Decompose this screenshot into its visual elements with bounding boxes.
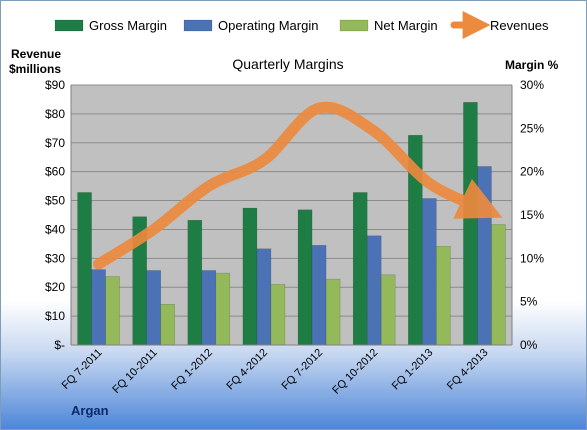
company-label: Argan — [71, 403, 109, 418]
x-tick-label: FQ 7-2012 — [280, 347, 326, 393]
bar-gross-margin — [242, 207, 258, 346]
bar-gross-margin — [463, 102, 478, 346]
left-tick-label: $20 — [45, 280, 65, 294]
x-tick-label: FQ 1-2012 — [169, 347, 215, 393]
x-tick-label: FQ 4-2013 — [445, 347, 491, 393]
chart-title: Quarterly Margins — [232, 56, 343, 72]
bar-net-margin — [380, 274, 396, 346]
x-tick-label: FQ 10-2011 — [110, 347, 159, 396]
x-tick-label: FQ 7-2011 — [60, 347, 105, 392]
right-tick-label: 5% — [520, 295, 538, 309]
legend-label-revenues: Revenues — [490, 18, 549, 33]
left-tick-label: $30 — [45, 251, 65, 265]
legend-swatch-operating-margin — [183, 19, 213, 32]
bar-net-margin — [270, 284, 286, 346]
legend: Gross Margin Operating Margin Net Margin Re… — [54, 11, 549, 39]
bar-net-margin — [215, 272, 231, 346]
bar-operating-margin — [311, 245, 327, 346]
revenue-line-series — [93, 101, 503, 270]
bar-operating-margin — [422, 198, 437, 346]
left-tick-label: $- — [54, 338, 65, 352]
left-tick-label: $10 — [45, 309, 65, 323]
bar-operating-margin — [366, 235, 382, 346]
right-axis-label: Margin % — [505, 58, 559, 72]
bar-series — [77, 102, 506, 346]
legend-label-net-margin: Net Margin — [374, 18, 438, 33]
x-tick-label: FQ 1-2013 — [390, 347, 436, 393]
bar-operating-margin — [146, 270, 161, 346]
left-tick-label: $50 — [45, 194, 65, 208]
bar-gross-margin — [187, 219, 203, 346]
left-tick-label: $60 — [45, 165, 65, 179]
right-tick-label: 15% — [520, 208, 544, 222]
bar-net-margin — [325, 278, 341, 346]
bar-gross-margin — [352, 192, 368, 346]
bar-operating-margin — [256, 248, 272, 346]
right-tick-label: 10% — [520, 251, 544, 265]
x-tick-label: FQ 10-2012 — [330, 347, 380, 397]
right-tick-label: 20% — [520, 165, 544, 179]
bar-net-margin — [436, 245, 451, 346]
right-tick-label: 25% — [520, 121, 544, 135]
left-axis-label-line2: $millions — [9, 62, 61, 76]
legend-swatch-gross-margin — [54, 19, 84, 32]
bar-operating-margin — [201, 270, 217, 346]
revenue-line — [93, 101, 503, 270]
bar-operating-margin — [91, 269, 106, 346]
left-tick-label: $90 — [45, 78, 65, 92]
bar-operating-margin — [477, 166, 492, 346]
x-tick-label: FQ 4-2012 — [224, 347, 270, 393]
bar-net-margin — [491, 224, 506, 346]
left-tick-label: $40 — [45, 222, 65, 236]
right-tick-label: 30% — [520, 78, 544, 92]
legend-label-operating-margin: Operating Margin — [218, 18, 318, 33]
bar-net-margin — [105, 276, 120, 346]
bar-net-margin — [160, 304, 175, 346]
left-tick-label: $70 — [45, 136, 65, 150]
bar-gross-margin — [77, 192, 92, 346]
right-tick-label: 0% — [520, 338, 538, 352]
legend-swatch-net-margin — [339, 19, 369, 32]
left-tick-label: $80 — [45, 107, 65, 121]
bar-gross-margin — [297, 209, 313, 346]
left-axis-label-line1: Revenue — [11, 47, 61, 61]
legend-label-gross-margin: Gross Margin — [89, 18, 167, 33]
